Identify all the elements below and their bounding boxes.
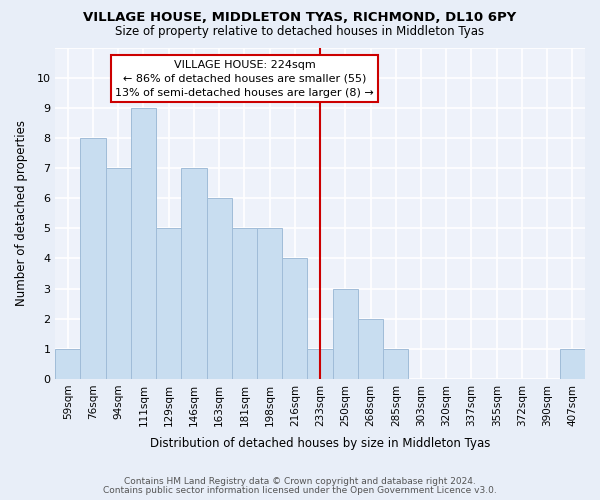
Text: VILLAGE HOUSE: 224sqm
← 86% of detached houses are smaller (55)
13% of semi-deta: VILLAGE HOUSE: 224sqm ← 86% of detached … (115, 60, 374, 98)
Text: VILLAGE HOUSE, MIDDLETON TYAS, RICHMOND, DL10 6PY: VILLAGE HOUSE, MIDDLETON TYAS, RICHMOND,… (83, 11, 517, 24)
Bar (560, 349, 585, 379)
Text: Size of property relative to detached houses in Middleton Tyas: Size of property relative to detached ho… (115, 25, 485, 38)
Bar (383, 349, 409, 379)
X-axis label: Distribution of detached houses by size in Middleton Tyas: Distribution of detached houses by size … (150, 437, 490, 450)
Text: Contains public sector information licensed under the Open Government Licence v3: Contains public sector information licen… (103, 486, 497, 495)
Bar (156, 228, 181, 379)
Bar (358, 318, 383, 379)
Bar (106, 168, 131, 379)
Bar (181, 168, 206, 379)
Bar (232, 228, 257, 379)
Bar (333, 288, 358, 379)
Y-axis label: Number of detached properties: Number of detached properties (15, 120, 28, 306)
Bar (307, 349, 333, 379)
Bar (206, 198, 232, 379)
Bar (55, 349, 80, 379)
Text: Contains HM Land Registry data © Crown copyright and database right 2024.: Contains HM Land Registry data © Crown c… (124, 477, 476, 486)
Bar (282, 258, 307, 379)
Bar (80, 138, 106, 379)
Bar (257, 228, 282, 379)
Bar (131, 108, 156, 379)
